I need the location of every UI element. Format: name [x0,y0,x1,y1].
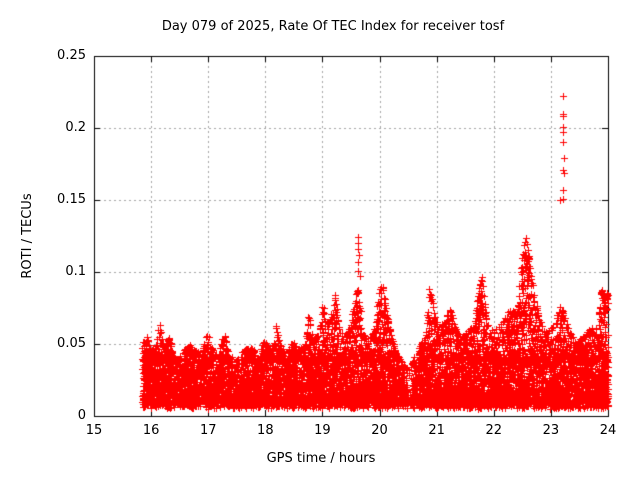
x-tick-label: 18 [257,423,274,438]
y-tick-label: 0.25 [57,48,86,63]
x-tick-label: 17 [199,423,217,438]
x-tick-label: 21 [428,423,445,438]
y-tick-label: 0.1 [65,264,86,279]
x-tick-label: 23 [542,423,560,438]
x-tick-label: 20 [371,423,388,438]
x-tick-label: 16 [142,423,160,438]
y-tick-label: 0.05 [57,336,86,351]
y-tick-label: 0.2 [65,120,86,135]
x-tick-label: 24 [599,423,617,438]
y-tick-label: 0 [77,408,86,423]
x-tick-label: 22 [485,423,503,438]
chart-title: Day 079 of 2025, Rate Of TEC Index for r… [161,19,505,34]
x-tick-label: 15 [85,423,103,438]
x-tick-label: 19 [314,423,331,438]
y-axis-title: ROTI / TECUs [20,193,35,279]
y-tick-label: 0.15 [57,192,86,207]
x-axis-title: GPS time / hours [266,451,376,466]
